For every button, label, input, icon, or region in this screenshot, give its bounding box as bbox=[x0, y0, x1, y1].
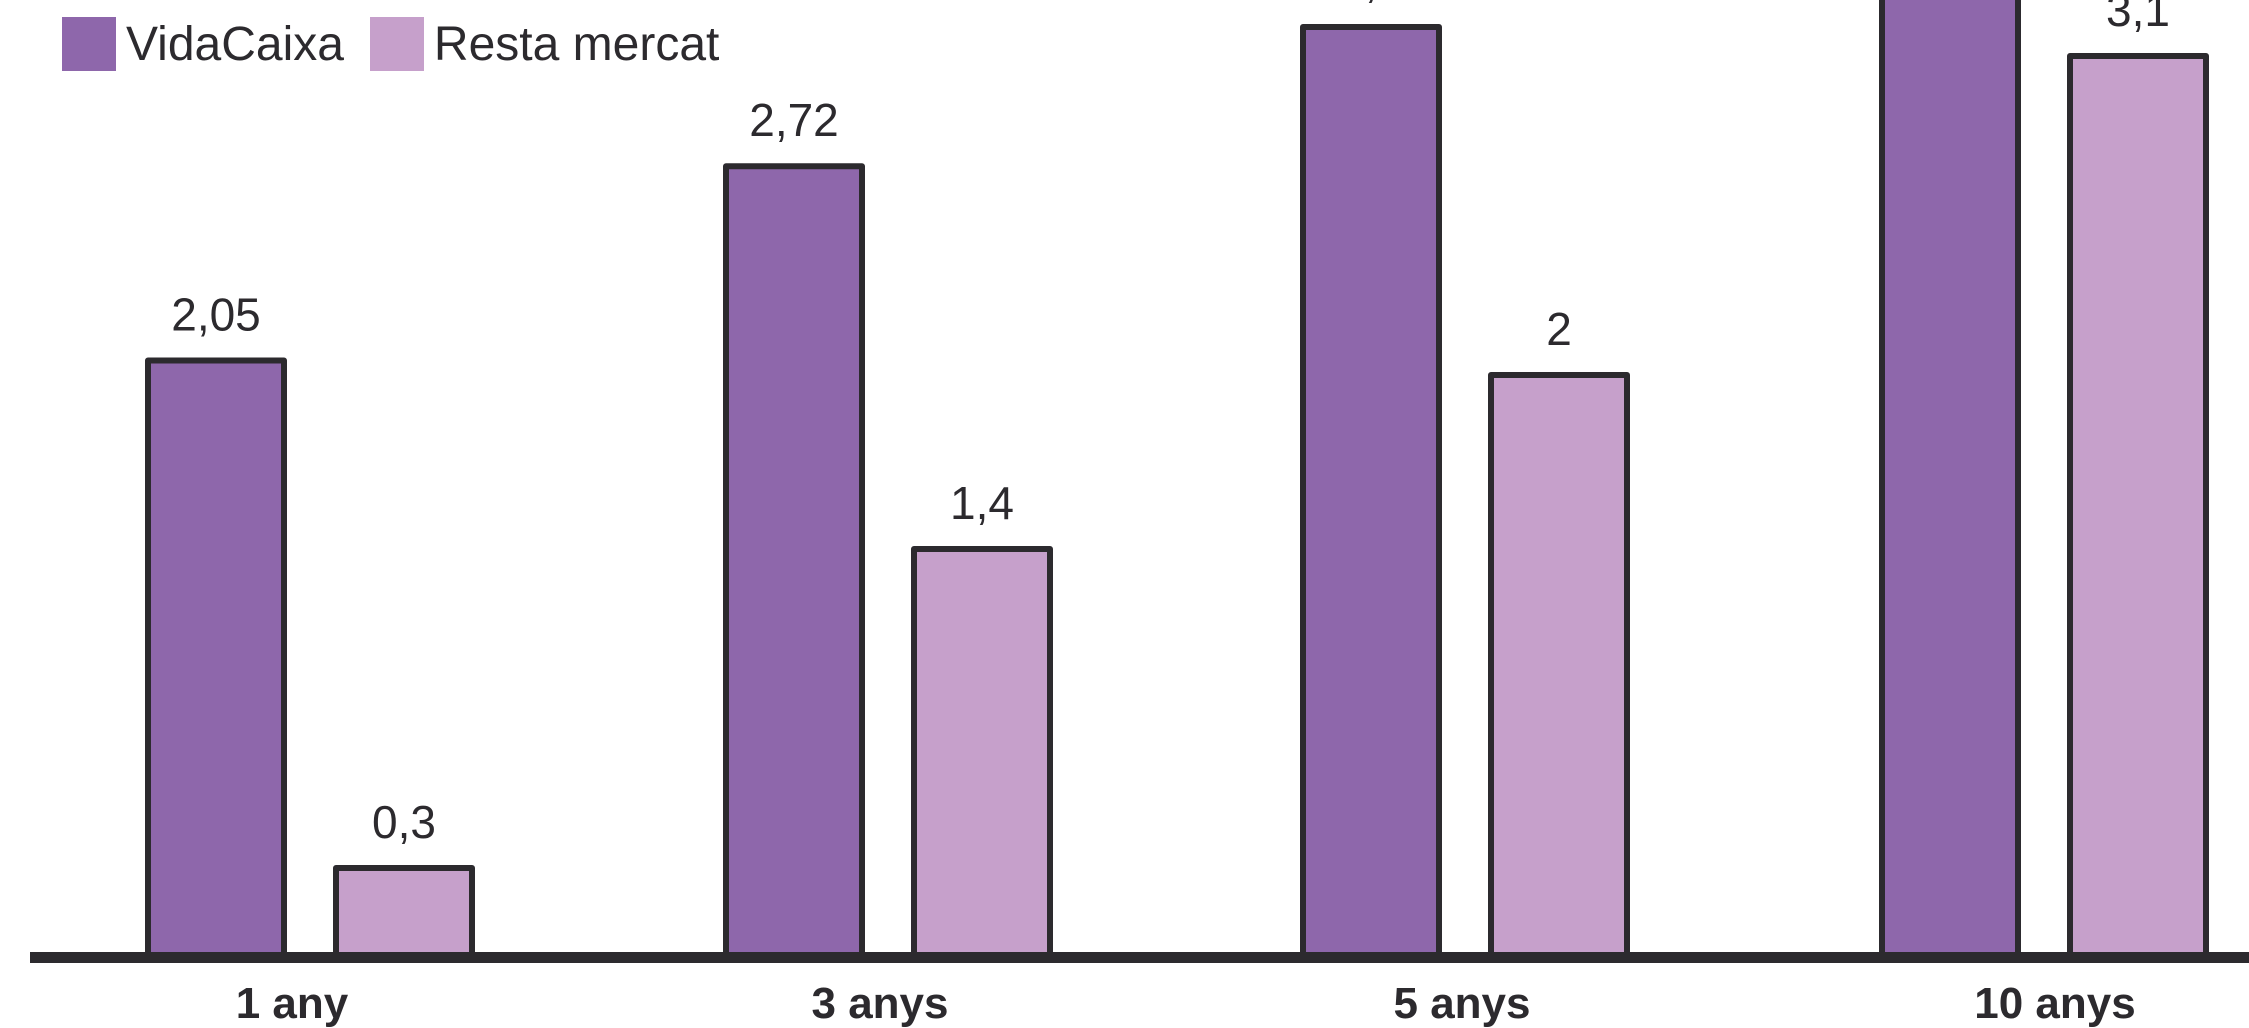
legend-label-vidacaixa: VidaCaixa bbox=[126, 17, 344, 71]
bar-resta-mercat-3 bbox=[1488, 372, 1630, 958]
bar-vidacaixa-4 bbox=[1879, 0, 2021, 958]
data-label-resta-mercat-2: 1,4 bbox=[950, 477, 1014, 529]
bar-resta-mercat-1 bbox=[333, 865, 475, 958]
legend-item-resta-mercat: Resta mercat bbox=[369, 17, 720, 72]
bar-vidacaixa-3 bbox=[1300, 24, 1442, 958]
category-label-1: 1 any bbox=[236, 979, 349, 1028]
bar-resta-mercat-4 bbox=[2067, 53, 2209, 958]
data-label-vidacaixa-3: 3,2 bbox=[1339, 0, 1403, 7]
x-axis-line bbox=[30, 952, 2249, 963]
data-label-resta-mercat-1: 0,3 bbox=[372, 796, 436, 848]
bar-resta-mercat-2 bbox=[911, 546, 1053, 958]
legend-label-resta-mercat: Resta mercat bbox=[433, 17, 720, 71]
category-label-3: 5 anys bbox=[1394, 979, 1531, 1028]
data-label-vidacaixa-1: 2,05 bbox=[171, 289, 261, 341]
legend-item-vidacaixa: VidaCaixa bbox=[62, 17, 344, 72]
data-label-resta-mercat-4: 3,1 bbox=[2106, 0, 2170, 36]
legend: VidaCaixa Resta mercat bbox=[62, 14, 745, 74]
category-label-4: 10 anys bbox=[1974, 979, 2135, 1028]
data-label-vidacaixa-2: 2,72 bbox=[749, 94, 839, 146]
category-label-2: 3 anys bbox=[812, 979, 949, 1028]
legend-swatch-resta-mercat bbox=[369, 17, 424, 71]
bar-vidacaixa-2 bbox=[723, 163, 865, 958]
bar-vidacaixa-1 bbox=[145, 357, 287, 958]
legend-swatch-vidacaixa bbox=[62, 17, 116, 71]
data-label-resta-mercat-3: 2 bbox=[1546, 303, 1572, 355]
